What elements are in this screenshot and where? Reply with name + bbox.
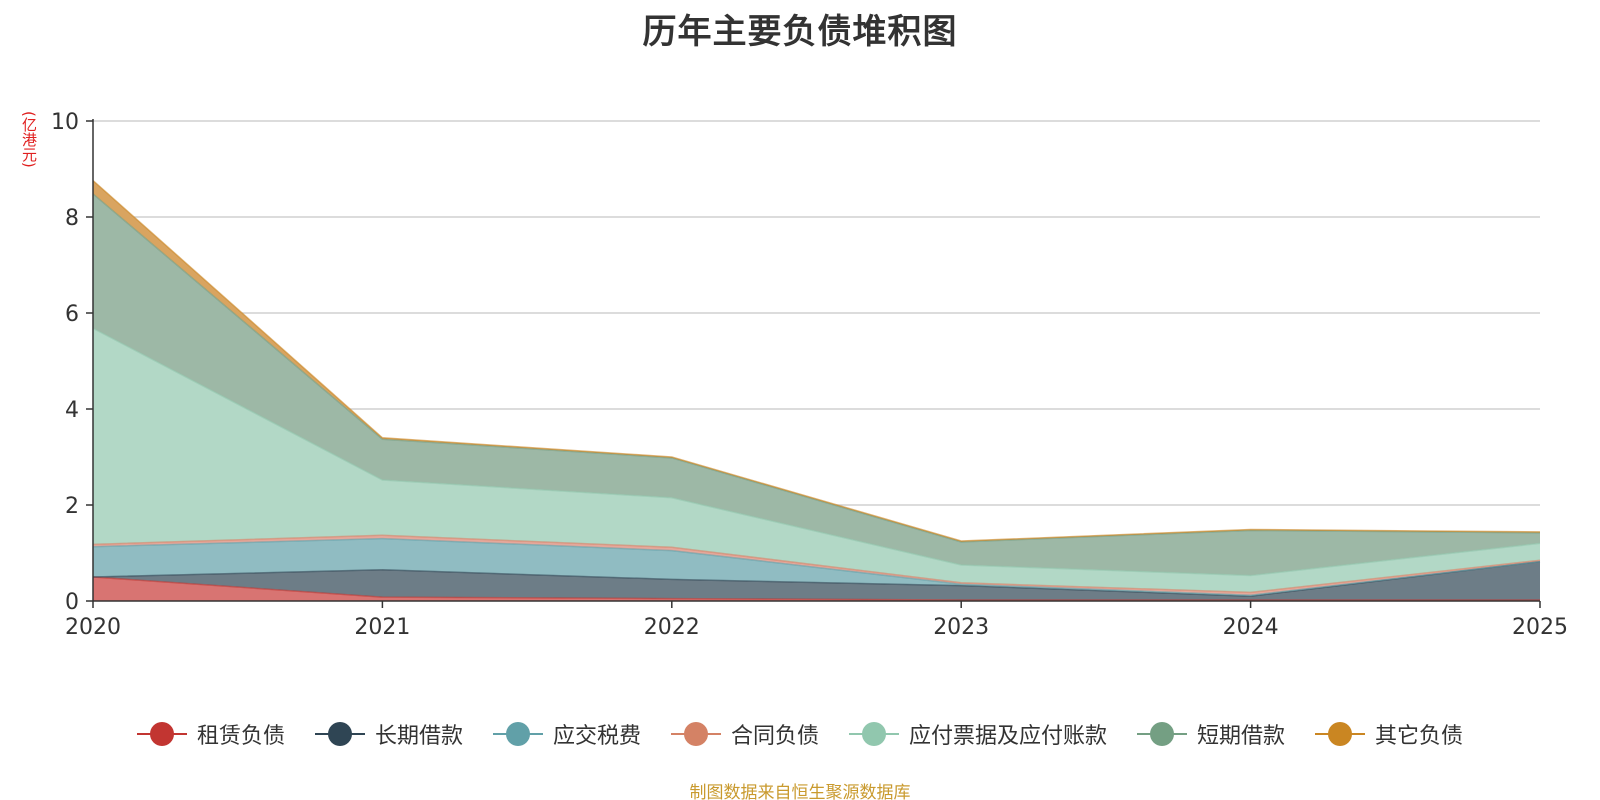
x-tick-label-2024: 2024 xyxy=(1223,615,1279,640)
legend-marker-icon xyxy=(314,722,365,746)
x-tick-label-2021: 2021 xyxy=(354,615,410,640)
legend-item-4[interactable]: 应付票据及应付账款 xyxy=(849,718,1107,750)
y-tick-label-2: 2 xyxy=(65,494,79,519)
legend-item-3[interactable]: 合同负债 xyxy=(670,718,819,750)
legend-item-5[interactable]: 短期借款 xyxy=(1137,718,1285,750)
chart-legend: 租赁负债 长期借款 应交税费 合同负债 应付票据及应付账款 短期借款 其它负债 xyxy=(0,718,1600,750)
y-tick-label-0: 0 xyxy=(65,590,79,615)
x-tick-label-2022: 2022 xyxy=(644,615,700,640)
y-tick-label-6: 6 xyxy=(65,302,79,327)
legend-marker-icon xyxy=(670,722,721,746)
legend-item-1[interactable]: 长期借款 xyxy=(314,718,463,750)
x-tick-label-2020: 2020 xyxy=(65,615,121,640)
line-series-5 xyxy=(92,193,1541,543)
area-series-1 xyxy=(93,561,1540,601)
legend-label: 应付票据及应付账款 xyxy=(909,724,1108,749)
x-tick-label-2025: 2025 xyxy=(1512,615,1568,640)
legend-marker-icon xyxy=(492,722,543,746)
legend-marker-icon xyxy=(136,722,187,746)
legend-marker-icon xyxy=(1315,722,1366,746)
area-series-0 xyxy=(93,577,1540,601)
x-tick-label-2023: 2023 xyxy=(933,615,989,640)
legend-marker-icon xyxy=(849,722,899,746)
chart-title: 历年主要负债堆积图 xyxy=(642,12,958,52)
legend-item-6[interactable]: 其它负债 xyxy=(1315,718,1463,750)
y-tick-label-8: 8 xyxy=(65,206,79,231)
line-series-0 xyxy=(92,576,1540,601)
line-series-3 xyxy=(92,534,1541,594)
line-series-6 xyxy=(92,179,1541,542)
legend-label: 租赁负债 xyxy=(196,724,285,749)
area-series-4 xyxy=(93,328,1540,593)
legend-label: 应交税费 xyxy=(552,724,641,749)
legend-label: 短期借款 xyxy=(1197,724,1286,749)
legend-item-2[interactable]: 应交税费 xyxy=(492,718,641,750)
stacked-area-chart: 0 2 4 6 8 10 2020 2021 2022 2023 2024 2025 xyxy=(51,110,1568,640)
legend-label: 合同负债 xyxy=(730,724,819,749)
line-series-1 xyxy=(92,560,1541,597)
legend-marker-icon xyxy=(1137,722,1188,746)
data-source-note: 制图数据来自恒生聚源数据库 xyxy=(689,783,911,800)
y-tick-label-10: 10 xyxy=(51,110,79,135)
area-series-5 xyxy=(93,193,1540,576)
line-series-4 xyxy=(92,327,1541,577)
line-series-2 xyxy=(92,537,1541,596)
legend-label: 其它负债 xyxy=(1375,724,1464,749)
legend-label: 长期借款 xyxy=(374,724,463,749)
legend-item-0[interactable]: 租赁负债 xyxy=(136,718,285,750)
y-tick-label-4: 4 xyxy=(65,398,79,423)
y-axis-unit-label: (亿港元) xyxy=(20,110,38,168)
